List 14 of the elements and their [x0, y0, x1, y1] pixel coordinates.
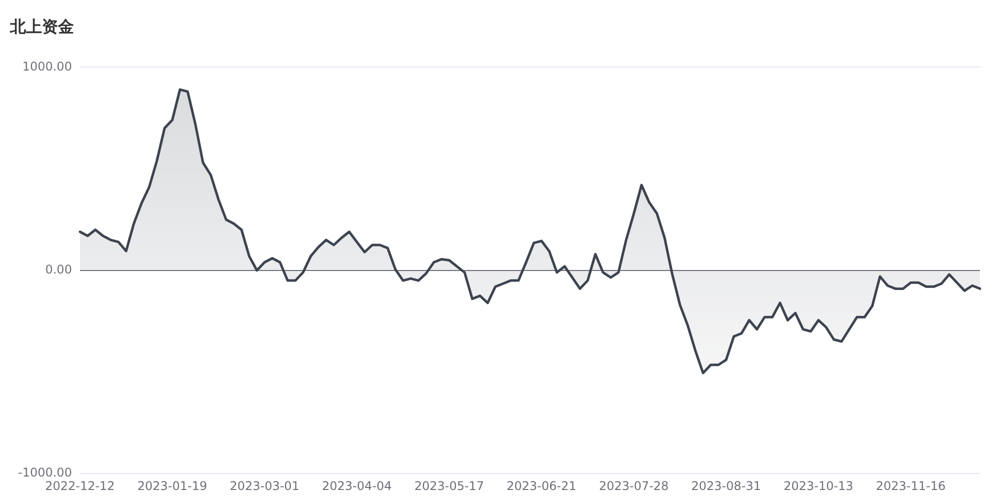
y-tick-label: 1000.00	[22, 59, 72, 74]
x-tick-label: 2023-08-31	[691, 478, 762, 493]
chart-title: 北上资金	[9, 16, 74, 36]
x-tick-label: 2023-07-28	[598, 478, 669, 493]
x-tick-label: 2023-03-01	[230, 478, 300, 493]
x-tick-label: 2023-06-21	[506, 478, 576, 493]
x-tick-label: 2023-05-17	[414, 478, 484, 493]
y-tick-label: -1000.00	[18, 466, 72, 480]
x-tick-label: 2023-01-19	[137, 478, 208, 493]
x-tick-label: 2023-11-16	[876, 478, 946, 493]
y-tick-label: 0.00	[45, 262, 72, 277]
x-tick-label: 2023-10-13	[784, 478, 854, 493]
x-tick-label: 2023-04-04	[322, 478, 392, 493]
x-tick-label: 2022-12-12	[45, 478, 115, 493]
